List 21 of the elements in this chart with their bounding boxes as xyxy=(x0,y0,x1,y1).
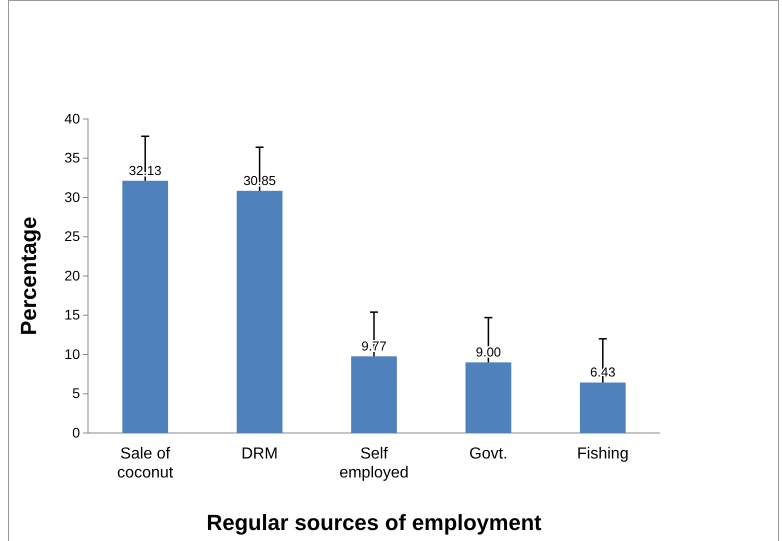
x-tick-label: DRM xyxy=(241,445,278,462)
y-tick-label: 0 xyxy=(72,424,80,440)
bar xyxy=(236,190,282,433)
bar xyxy=(122,180,168,433)
y-axis-title: Percentage xyxy=(16,216,41,336)
x-tick-label: Govt. xyxy=(469,445,508,462)
y-tick-label: 5 xyxy=(72,385,80,402)
bar xyxy=(466,362,512,433)
y-tick-label: 20 xyxy=(64,267,80,284)
y-tick-label: 40 xyxy=(64,110,80,126)
y-tick-label: 10 xyxy=(64,346,80,362)
y-tick-label: 15 xyxy=(64,306,80,323)
y-tick-label: 35 xyxy=(64,150,80,166)
x-axis-title: Regular sources of employment xyxy=(206,510,542,535)
x-tick-label: Fishing xyxy=(577,445,629,462)
bar xyxy=(351,356,397,433)
y-tick-label: 25 xyxy=(64,228,80,244)
bar xyxy=(580,382,626,433)
x-tick-label: Self employed xyxy=(339,445,409,482)
x-tick-label: Sale of coconut xyxy=(117,445,174,482)
y-tick-label: 30 xyxy=(64,188,80,205)
